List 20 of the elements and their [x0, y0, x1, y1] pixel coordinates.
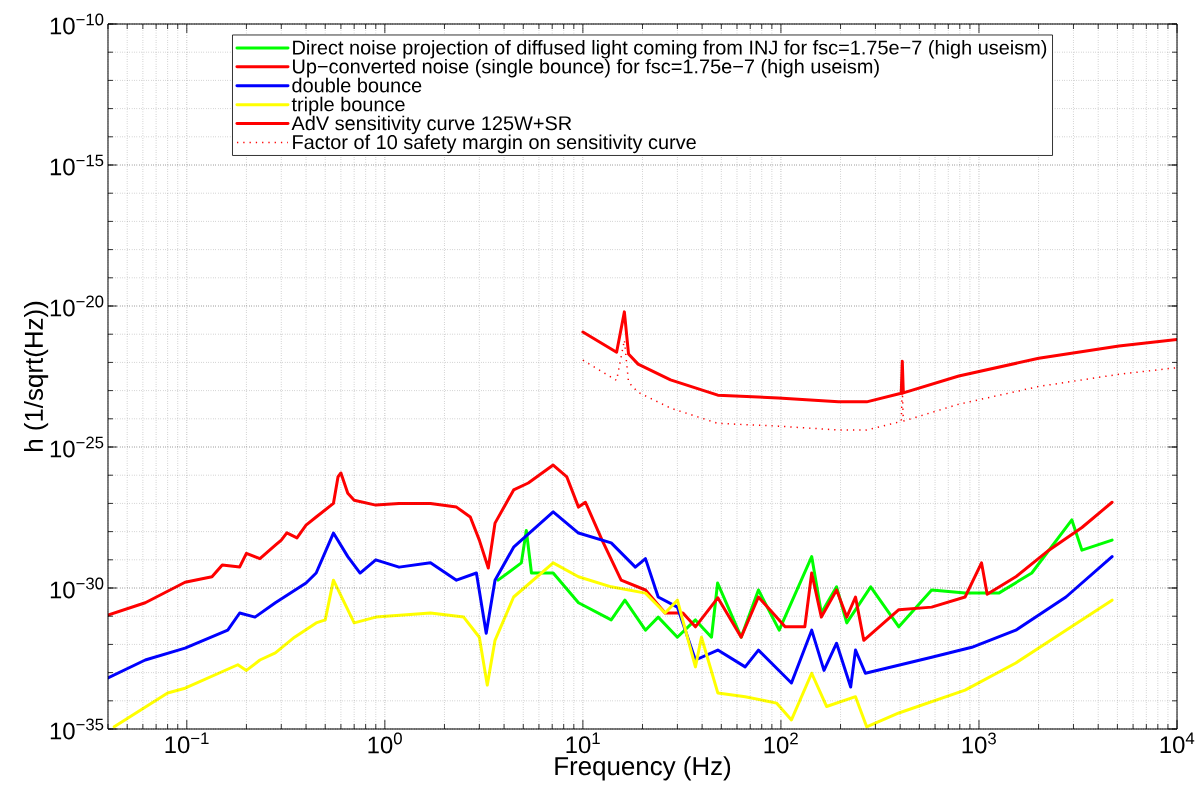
y-axis-title: h (1/sqrt(Hz)) [24, 301, 49, 451]
legend-label: Factor of 10 safety margin on sensitivity curve [293, 134, 696, 154]
x-tick-label: 10$^{0}$ [368, 732, 402, 754]
y-tick-label: 10$^{−25}$ [50, 436, 104, 458]
y-tick-label: 10$^{−30}$ [50, 577, 104, 599]
y-tick-label: 10$^{−10}$ [50, 13, 104, 35]
legend-label: double bounce [292, 77, 422, 93]
y-tick-label: 10$^{−15}$ [50, 154, 104, 176]
y-tick-label: 10$^{−20}$ [50, 295, 104, 317]
legend-label: AdV sensitivity curve 125W+SR [291, 115, 572, 135]
legend-label: Direct noise projection of diffused light coming from INJ for fsc=1.75e−7 (high useism) [293, 39, 1047, 59]
x-tick-label: 10$^{−1}$ [165, 732, 209, 754]
x-tick-label: 10$^{4}$ [1160, 732, 1195, 754]
x-tick-label: 10$^{1}$ [566, 732, 600, 754]
x-tick-label: 10$^{3}$ [962, 732, 996, 754]
y-tick-label: 10$^{−35}$ [50, 718, 104, 740]
x-tick-label: 10$^{2}$ [764, 732, 798, 754]
legend-label: triple bounce [291, 96, 405, 116]
legend-label: Up−converted noise (single bounce) for fsc=1.75e−7 (high useism) [293, 58, 879, 78]
x-axis-title: Frequency (Hz) [555, 756, 731, 781]
